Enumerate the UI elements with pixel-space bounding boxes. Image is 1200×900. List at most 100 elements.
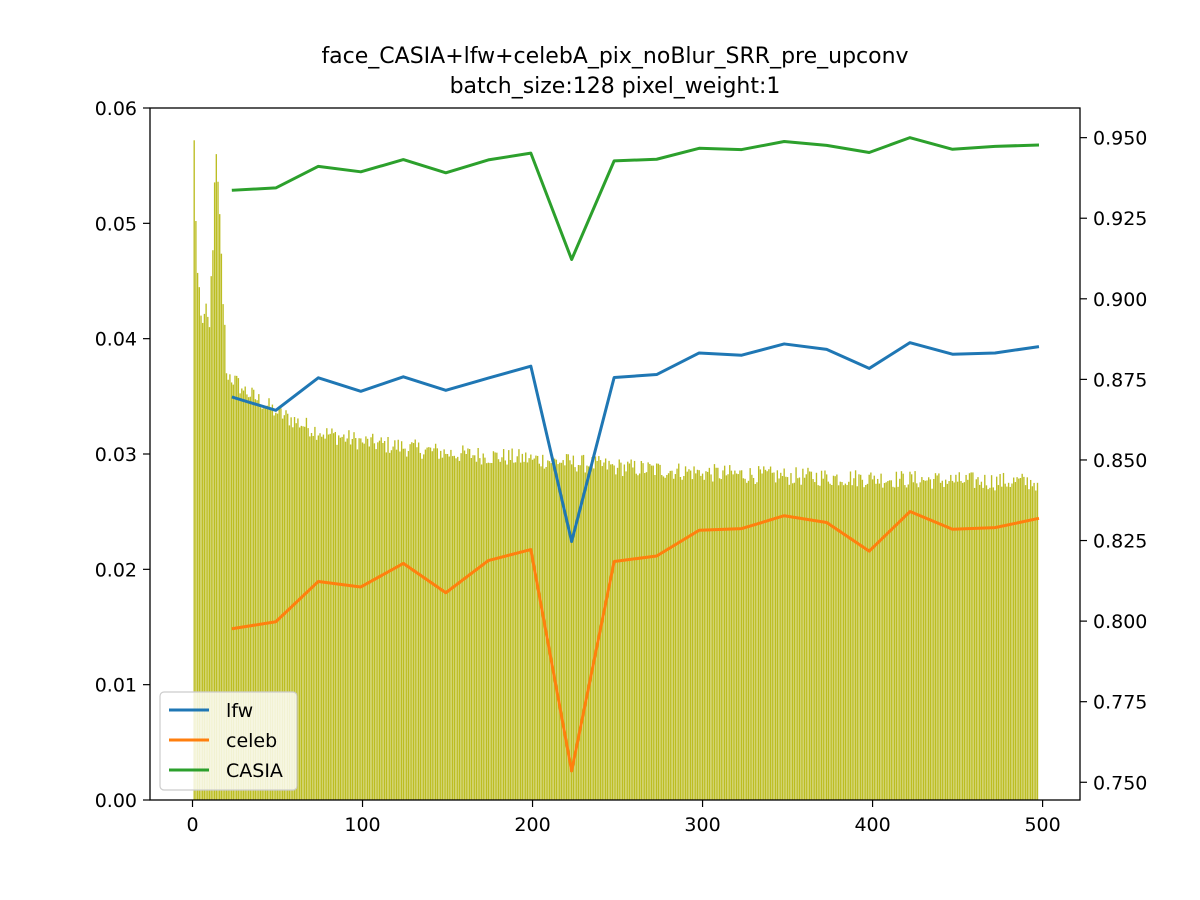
bar xyxy=(465,454,467,800)
bar xyxy=(795,467,797,800)
bar xyxy=(195,221,197,800)
bar xyxy=(970,472,972,800)
bar xyxy=(327,434,330,800)
bar xyxy=(997,485,1000,800)
bar xyxy=(502,449,505,800)
bar xyxy=(229,374,231,800)
bar xyxy=(633,460,636,800)
bar xyxy=(406,456,408,800)
bar xyxy=(521,453,524,800)
bar xyxy=(210,276,212,800)
bar xyxy=(979,484,981,800)
bar xyxy=(774,482,777,800)
bar xyxy=(686,471,688,800)
bar xyxy=(1011,483,1013,800)
bar xyxy=(807,467,809,800)
bar xyxy=(417,442,420,800)
bar xyxy=(768,469,770,800)
bar xyxy=(441,457,444,800)
y-right-tick-label: 0.950 xyxy=(1093,128,1147,150)
bar xyxy=(883,483,886,800)
bar xyxy=(305,417,308,800)
bar xyxy=(722,470,724,800)
bar xyxy=(378,440,381,800)
bar xyxy=(1004,483,1006,800)
bar xyxy=(409,444,411,800)
bar xyxy=(508,450,510,800)
y-left-tick-label: 0.03 xyxy=(95,444,137,466)
bar xyxy=(217,181,219,800)
bar xyxy=(266,405,268,800)
bar xyxy=(732,474,734,800)
bar xyxy=(885,482,887,800)
bar xyxy=(654,475,656,800)
bar xyxy=(572,455,575,800)
bar xyxy=(220,253,223,800)
bar xyxy=(645,472,648,800)
bar xyxy=(412,443,415,800)
bar xyxy=(479,458,481,800)
bar xyxy=(921,477,923,800)
bar xyxy=(390,450,393,800)
bar xyxy=(491,463,493,800)
bar xyxy=(230,382,233,800)
bar xyxy=(492,451,495,800)
y-right-tick-label: 0.875 xyxy=(1093,369,1147,391)
bar xyxy=(868,474,870,800)
bar xyxy=(470,458,473,800)
bar xyxy=(621,476,624,800)
bar xyxy=(569,460,571,800)
bar xyxy=(404,448,406,800)
bar xyxy=(788,484,790,800)
bar xyxy=(798,477,801,800)
bar xyxy=(322,434,325,800)
bar xyxy=(234,375,236,800)
bar xyxy=(535,455,537,800)
bar xyxy=(717,467,719,800)
bar xyxy=(411,442,413,800)
bar xyxy=(348,430,350,800)
bar xyxy=(304,426,306,800)
bar xyxy=(693,466,695,800)
bar xyxy=(543,468,546,800)
bar xyxy=(263,406,265,800)
bar xyxy=(489,462,491,800)
bar xyxy=(205,303,207,800)
bar xyxy=(288,425,291,800)
bar xyxy=(829,483,831,800)
bar xyxy=(314,426,316,800)
bar xyxy=(640,460,643,800)
bar xyxy=(916,483,918,800)
bar xyxy=(511,448,513,800)
bar xyxy=(570,464,573,800)
x-tick-label: 100 xyxy=(344,814,380,836)
bar xyxy=(674,474,677,800)
bar xyxy=(249,396,251,800)
bar xyxy=(793,482,796,800)
bar xyxy=(565,454,568,800)
bar xyxy=(678,463,680,800)
bar xyxy=(681,479,683,800)
bar xyxy=(200,315,202,800)
bar xyxy=(926,480,928,800)
bar xyxy=(212,250,214,801)
y-left-tick-label: 0.00 xyxy=(95,790,137,812)
bar xyxy=(902,473,904,800)
legend: lfw celeb CASIA xyxy=(159,691,298,791)
bar xyxy=(999,474,1001,800)
bar xyxy=(344,441,347,800)
bar xyxy=(928,477,930,800)
bar xyxy=(353,432,355,800)
bar xyxy=(814,482,816,800)
bar xyxy=(812,479,814,800)
bar xyxy=(827,481,830,800)
bar xyxy=(1006,486,1008,800)
bar xyxy=(866,483,869,800)
bar xyxy=(285,410,287,800)
bar xyxy=(780,472,782,800)
bar xyxy=(261,408,263,800)
bar xyxy=(450,449,452,800)
bar xyxy=(1024,485,1027,800)
bar xyxy=(457,456,459,800)
bar xyxy=(497,459,500,800)
